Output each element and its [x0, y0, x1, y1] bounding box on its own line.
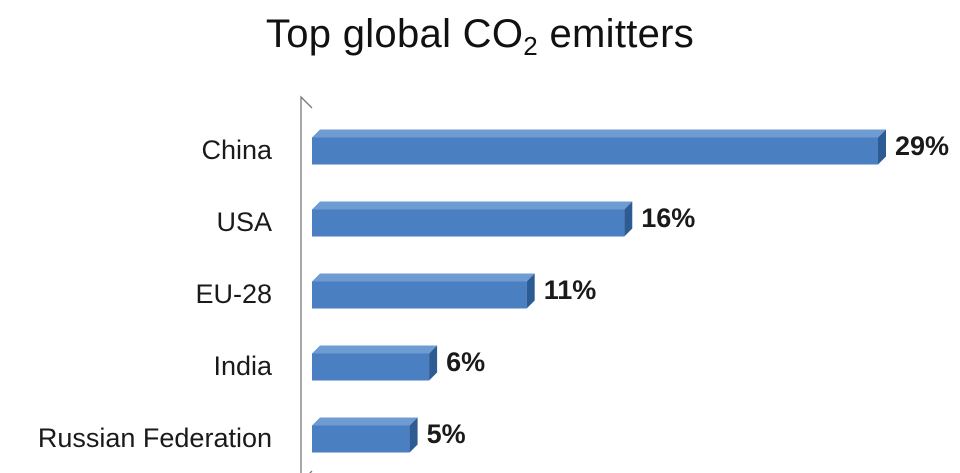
bar-side-face — [526, 273, 535, 309]
bar — [312, 425, 410, 453]
bar — [312, 137, 878, 165]
bar-group — [312, 201, 633, 237]
chart-title-subscript: 2 — [523, 31, 539, 61]
bar — [312, 209, 625, 237]
bar-side-face — [429, 345, 438, 381]
chart-title: Top global CO2 emitters — [0, 12, 960, 59]
bar-top-face — [312, 273, 535, 282]
bar-top-face — [312, 345, 438, 354]
value-label: 16% — [641, 203, 695, 233]
chart-title-prefix: Top global CO — [265, 12, 524, 56]
bar-group — [312, 273, 535, 309]
value-label: 5% — [427, 419, 466, 449]
bar-group — [312, 417, 418, 453]
bar — [312, 281, 527, 309]
value-label: 11% — [544, 275, 597, 305]
bar-side-face — [624, 201, 633, 237]
bar-top-face — [312, 201, 633, 210]
category-label: Russian Federation — [38, 423, 272, 453]
value-label: 29% — [895, 131, 949, 161]
value-label: 6% — [446, 347, 485, 377]
axis-wall — [300, 95, 313, 473]
bar-side-face — [878, 129, 886, 165]
bar-side-face — [409, 417, 418, 453]
bar-group — [312, 129, 886, 165]
bar-top-face — [312, 129, 886, 138]
category-label: USA — [216, 207, 272, 237]
category-label: India — [213, 351, 273, 381]
category-label: China — [201, 135, 273, 165]
chart-title-suffix: emitters — [538, 12, 695, 56]
bar-group — [312, 345, 438, 381]
bar-top-face — [312, 417, 418, 426]
bar — [312, 353, 430, 381]
category-label: EU-28 — [195, 279, 272, 309]
